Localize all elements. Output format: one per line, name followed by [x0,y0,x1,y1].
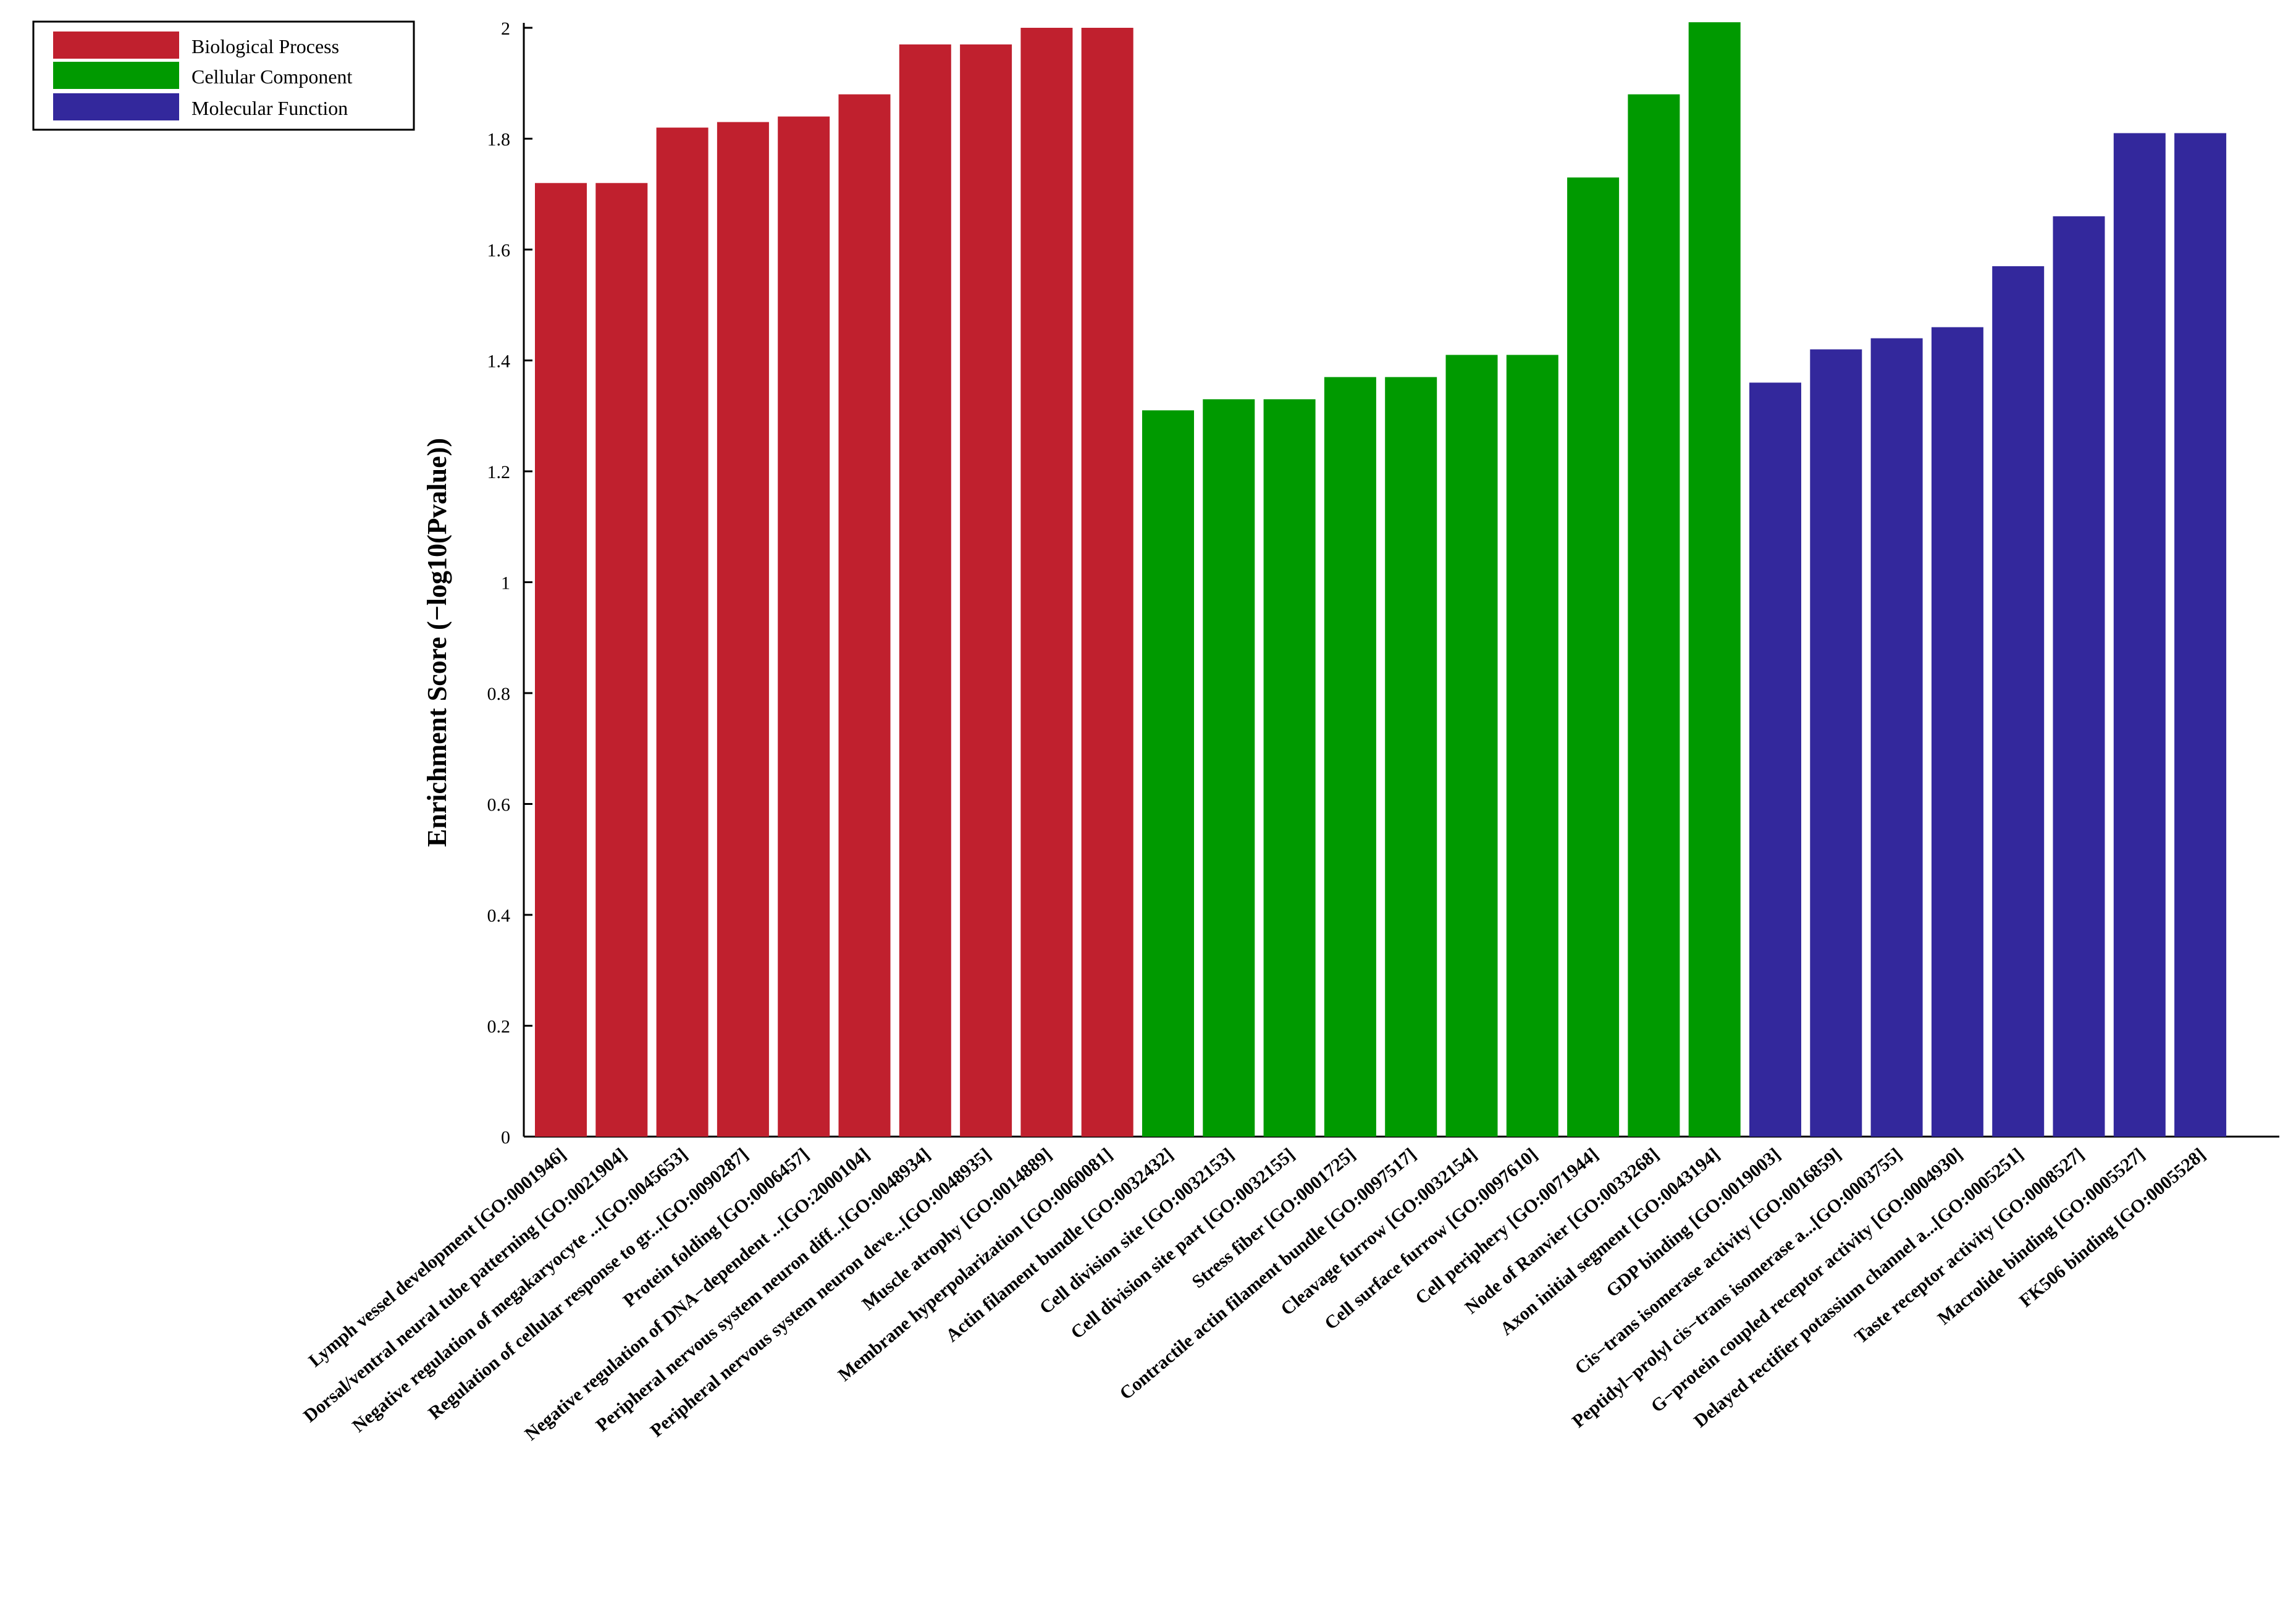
bar [1749,382,1801,1137]
y-axis-label: Enrichment Score (−log10(Pvalue)) [422,438,452,847]
bar [595,183,648,1137]
bar [2174,133,2227,1137]
bar [1020,28,1073,1137]
y-tick-label: 1.2 [487,462,511,482]
bar [778,116,830,1137]
bar [1263,399,1316,1137]
y-tick-label: 1.6 [487,240,511,261]
bar [717,122,769,1137]
bar [1142,410,1194,1137]
bar [1992,266,2045,1137]
y-tick-label: 1 [501,573,510,594]
legend-label-biological-process: Biological Process [191,35,339,57]
bar [1628,94,1680,1137]
legend-label-molecular-function: Molecular Function [191,97,348,119]
y-tick-label: 0.2 [487,1017,511,1037]
bar [1931,327,1983,1137]
legend-label-cellular-component: Cellular Component [191,65,353,88]
bar [535,183,587,1137]
y-tick-label: 0.8 [487,684,511,704]
bars [535,22,2227,1137]
bar [656,127,709,1137]
bar [1081,28,1133,1137]
bar [1324,377,1376,1137]
legend-swatch-biological-process [53,32,179,59]
bar [1688,22,1741,1137]
y-tick-label: 1.4 [487,351,511,372]
bar [2053,216,2105,1137]
y-tick-label: 2 [501,19,510,39]
bar [1810,349,1862,1137]
bar [899,44,951,1137]
y-tick-label: 0.6 [487,795,511,815]
y-tick-label: 0 [501,1127,510,1148]
bar [1870,338,1923,1137]
legend-swatch-molecular-function [53,93,179,120]
bar [1385,377,1437,1137]
y-tick-label: 0.4 [487,906,511,926]
legend-swatch-cellular-component [53,62,179,89]
bar [960,44,1012,1137]
bar [2113,133,2166,1137]
bar [1445,355,1498,1137]
bar [1506,355,1558,1137]
legend: Biological Process Cellular Component Mo… [32,20,415,131]
y-tick-label: 1.8 [487,130,511,150]
bar [1203,399,1255,1137]
bar [1567,177,1620,1137]
bar [838,94,891,1137]
